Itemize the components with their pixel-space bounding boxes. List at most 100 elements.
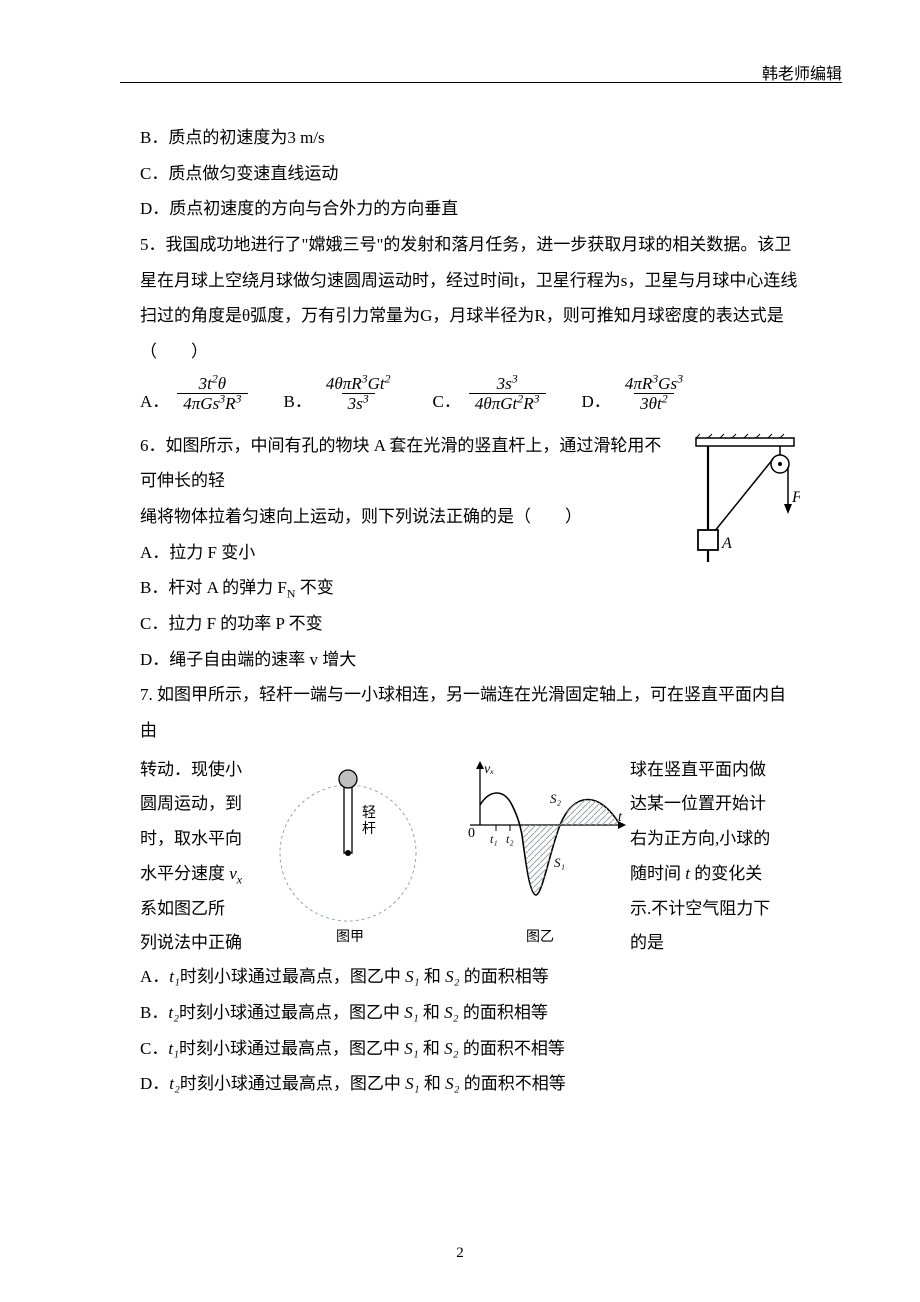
q6-b-post: 不变 — [295, 578, 333, 597]
var: S₁ — [405, 967, 419, 986]
t: 时刻小球通过最高点，图乙中 — [179, 1003, 404, 1022]
q5-options: A． 3t2θ 4πGs3R3 B． 4θπR3Gt2 3s3 C． 3s3 4… — [140, 374, 800, 420]
page-number: 2 — [0, 1245, 920, 1262]
fraction: 4πR3Gs3 3θt2 — [619, 374, 689, 414]
t: 的面积不相等 — [460, 1074, 566, 1093]
q4-option-b: B．质点的初速度为3 m/s — [140, 120, 800, 156]
t: 和 — [419, 1039, 445, 1058]
q7-option-c: C．t₁时刻小球通过最高点，图乙中 S₁ 和 S₂ 的面积不相等 — [140, 1031, 800, 1067]
label-rod-2: 杆 — [362, 821, 376, 837]
numerator: 3t2θ — [193, 374, 233, 394]
var: S₁ — [404, 1039, 418, 1058]
sub-x: x — [237, 872, 242, 886]
q7-right-6: 的是 — [630, 926, 800, 959]
q7-stem-1: 7. 如图甲所示，轻杆一端与一小球相连，另一端连在光滑固定轴上，可在竖直平面内自… — [140, 677, 800, 748]
option-tag: D． — [582, 374, 611, 420]
denominator: 4θπGt2R3 — [469, 393, 546, 414]
label-vx: vₓ — [484, 762, 494, 777]
label-S1: S₁ — [554, 855, 565, 870]
header-credit: 韩老师编辑 — [762, 60, 842, 84]
label-t1: t₁ — [490, 832, 498, 846]
var: t₂ — [168, 1003, 179, 1022]
label-t2: t₂ — [506, 832, 514, 846]
q6-option-d: D．绳子自由端的速率 v 增大 — [140, 642, 800, 678]
content: B．质点的初速度为3 m/s C．质点做匀变速直线运动 D．质点初速度的方向与合… — [140, 120, 800, 1102]
numerator: 4θπR3Gt2 — [320, 374, 397, 394]
var: t₁ — [169, 967, 180, 986]
t: 的面积不相等 — [459, 1039, 565, 1058]
var: S₂ — [445, 1074, 459, 1093]
t: 时刻小球通过最高点，图乙中 — [180, 967, 405, 986]
t: 时刻小球通过最高点，图乙中 — [179, 1039, 404, 1058]
denominator: 3θt2 — [634, 393, 674, 414]
label-A: A — [721, 535, 732, 552]
var: t₂ — [169, 1074, 180, 1093]
q4-option-d: D．质点初速度的方向与合外力的方向垂直 — [140, 191, 800, 227]
q5-option-c: C． 3s3 4θπGt2R3 — [433, 374, 546, 420]
q6-option-c: C．拉力 F 的功率 P 不变 — [140, 606, 800, 642]
numerator: 3s3 — [491, 374, 524, 394]
var: S₁ — [405, 1074, 419, 1093]
t: 的面积相等 — [460, 967, 549, 986]
q7-left-6: 列说法中正确 — [140, 926, 270, 959]
numerator: 4πR3Gs3 — [619, 374, 689, 394]
q7-right-5: 示.不计空气阻力下 — [630, 892, 800, 925]
option-tag: B． — [284, 374, 312, 420]
denominator: 3s3 — [342, 393, 375, 414]
label-rod-1: 轻 — [362, 805, 376, 821]
q5-option-a: A． 3t2θ 4πGs3R3 — [140, 374, 248, 420]
q7-left-2: 圆周运动，到 — [140, 787, 270, 820]
t: 水平分速度 — [140, 864, 229, 883]
denominator: 4πGs3R3 — [177, 393, 247, 414]
q7-option-d: D．t₂时刻小球通过最高点，图乙中 S₁ 和 S₂ 的面积不相等 — [140, 1066, 800, 1102]
label-O: 0 — [468, 826, 475, 841]
t: 的面积相等 — [459, 1003, 548, 1022]
tag: C． — [140, 1039, 168, 1058]
t: 和 — [419, 1003, 445, 1022]
t: 时刻小球通过最高点，图乙中 — [180, 1074, 405, 1093]
header-rule — [120, 82, 842, 83]
t: 随时间 — [630, 864, 685, 883]
var: S₂ — [445, 967, 459, 986]
q7-right-3: 右为正方向,小球的 — [630, 822, 800, 855]
q6: F A 6．如图所示，中间有孔的物块 A 套在光滑的竖直杆上，通过滑轮用不可伸长… — [140, 428, 800, 678]
q7-option-a: A．t₁时刻小球通过最高点，图乙中 S₁ 和 S₂ 的面积相等 — [140, 959, 800, 995]
q7-right-1: 球在竖直平面内做 — [630, 753, 800, 786]
q7-left-1: 转动．现使小 — [140, 753, 270, 786]
q6-figure: F A — [690, 432, 800, 572]
t: 和 — [420, 1074, 446, 1093]
option-tag: C． — [433, 374, 461, 420]
option-tag: A． — [140, 374, 169, 420]
q7-right-2: 达某一位置开始计 — [630, 787, 800, 820]
q4-option-c: C．质点做匀变速直线运动 — [140, 156, 800, 192]
tag: B． — [140, 1003, 168, 1022]
tag: D． — [140, 1074, 169, 1093]
q7-left-3: 时，取水平向 — [140, 822, 270, 855]
var: t₁ — [168, 1039, 179, 1058]
label-F: F — [791, 489, 800, 506]
cap-yi: 图乙 — [526, 929, 554, 945]
q7-left-4: 水平分速度 vx — [140, 857, 270, 890]
q7-figure: 轻 杆 图甲 — [270, 755, 630, 945]
q5-option-d: D． 4πR3Gs3 3θt2 — [582, 374, 690, 420]
var-vx: v — [229, 864, 237, 883]
q6-option-b: B．杆对 A 的弹力 FN 不变 — [140, 570, 800, 606]
q6-b-pre: B．杆对 A 的弹力 F — [140, 578, 287, 597]
q5-option-b: B． 4θπR3Gt2 3s3 — [284, 374, 397, 420]
q7-right-4: 随时间 t 的变化关 — [630, 857, 800, 890]
fraction: 4θπR3Gt2 3s3 — [320, 374, 397, 414]
var: S₁ — [404, 1003, 418, 1022]
q7-left-5: 系如图乙所 — [140, 892, 270, 925]
var: S₂ — [444, 1039, 458, 1058]
var: S₂ — [444, 1003, 458, 1022]
q7-wrap-block: 转动．现使小 圆周运动，到 时，取水平向 水平分速度 vx 系如图乙所 列说法中… — [140, 753, 800, 960]
cap-jia: 图甲 — [336, 930, 364, 945]
fraction: 3t2θ 4πGs3R3 — [177, 374, 247, 414]
page: 韩老师编辑 B．质点的初速度为3 m/s C．质点做匀变速直线运动 D．质点初速… — [0, 0, 920, 1302]
q5-stem: 5．我国成功地进行了"嫦娥三号"的发射和落月任务，进一步获取月球的相关数据。该卫… — [140, 227, 800, 370]
label-S2: S₂ — [550, 791, 562, 806]
t: 和 — [420, 967, 446, 986]
q7-option-b: B．t₂时刻小球通过最高点，图乙中 S₁ 和 S₂ 的面积相等 — [140, 995, 800, 1031]
t: 的变化关 — [690, 864, 762, 883]
tag: A． — [140, 967, 169, 986]
